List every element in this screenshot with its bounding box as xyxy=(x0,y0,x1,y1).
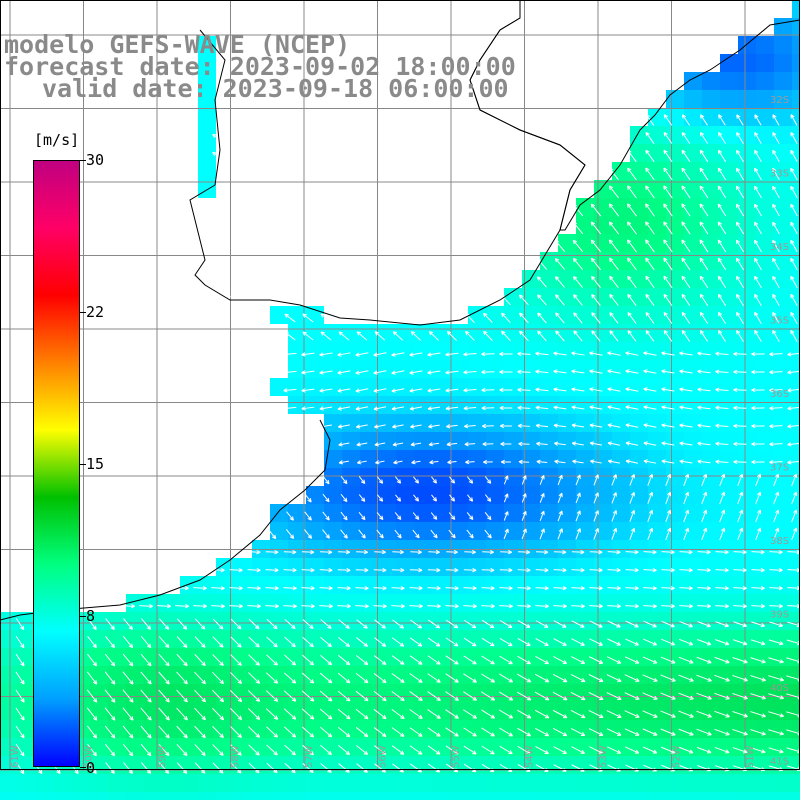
forecast-date: forecast date: 2023-09-02 18:00:00 xyxy=(4,52,516,81)
lon-label-60W: 60W xyxy=(84,745,95,768)
lon-label-53W: 53W xyxy=(598,745,609,768)
lon-label-57W: 57W xyxy=(304,745,315,768)
lat-label-33S: 33S xyxy=(770,169,789,180)
lat-label-41S: 41S xyxy=(770,757,789,768)
valid-date: valid date: 2023-09-18 06:00:00 xyxy=(42,74,509,103)
lon-label-55W: 55W xyxy=(451,745,462,768)
wind-vectors xyxy=(15,114,800,775)
lat-label-40S: 40S xyxy=(770,683,789,694)
lon-label-59W: 59W xyxy=(157,745,168,768)
coastline-east xyxy=(469,17,800,231)
lat-label-32S: 32S xyxy=(770,95,789,106)
lon-label-61W: 61W xyxy=(10,745,21,768)
colorbar-tick-15: 15 xyxy=(86,455,105,473)
lat-label-39S: 39S xyxy=(770,610,789,621)
colorbar-tick-30: 30 xyxy=(86,151,105,169)
lon-label-58W: 58W xyxy=(231,745,242,768)
model-title: modelo GEFS-WAVE (NCEP) xyxy=(4,30,351,59)
lon-label-56W: 56W xyxy=(378,745,389,768)
lat-label-38S: 38S xyxy=(770,536,789,547)
lat-label-35S: 35S xyxy=(770,316,789,327)
colorbar xyxy=(33,160,80,767)
lat-label-36S: 36S xyxy=(770,389,789,400)
lon-label-54W: 54W xyxy=(525,745,536,768)
colorbar-tick-0: 0 xyxy=(86,759,96,777)
lat-label-34S: 34S xyxy=(770,242,789,253)
colorbar-tick-8: 8 xyxy=(86,607,96,625)
colorbar-unit: [m/s] xyxy=(34,131,80,149)
colorbar-tick-22: 22 xyxy=(86,303,105,321)
lat-label-37S: 37S xyxy=(770,463,789,474)
lon-label-52W: 52W xyxy=(672,745,683,768)
lon-label-51W: 51W xyxy=(745,745,756,768)
